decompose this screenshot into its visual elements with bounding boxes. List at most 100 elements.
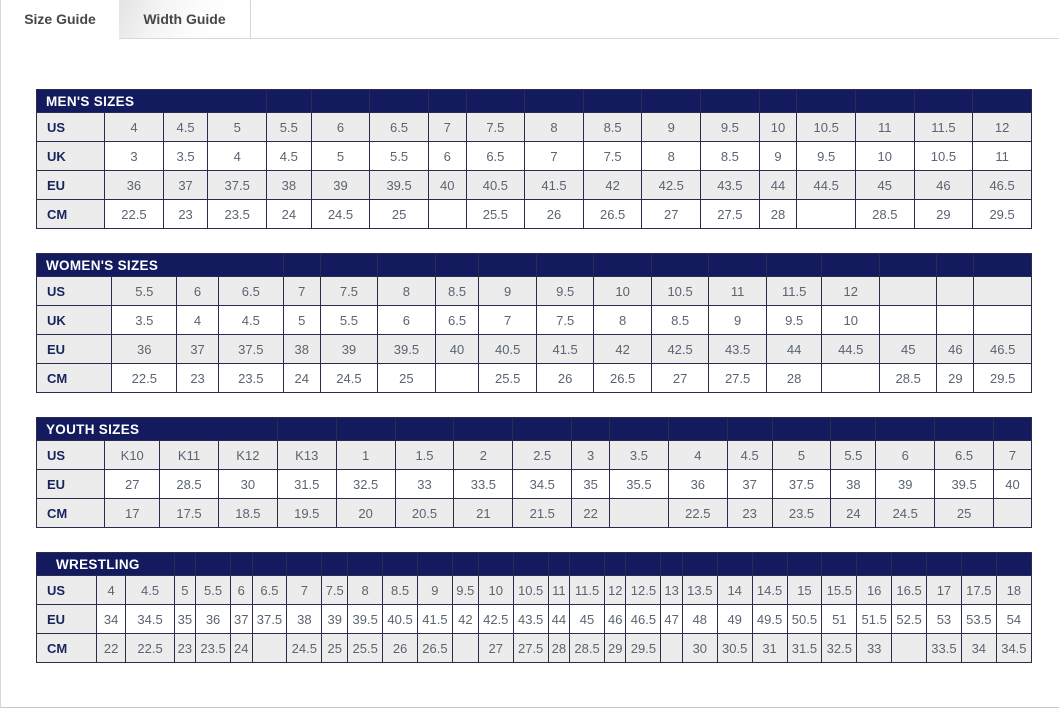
size-value-cell: 3.5 — [162, 141, 209, 171]
size-value-cell: 24.5 — [319, 363, 379, 393]
size-value-cell: K10 — [104, 440, 161, 470]
size-value-cell: 6.5 — [465, 141, 526, 171]
header-spacer-cell — [830, 417, 877, 441]
header-spacer-cell — [993, 417, 1032, 441]
size-value-cell: 46.5 — [973, 334, 1032, 364]
size-value-cell: 52.5 — [891, 604, 927, 634]
size-value-cell: 27.5 — [700, 199, 760, 229]
size-value-cell: 27 — [641, 199, 702, 229]
table-row: CM 22.5 23 23.5 24 24.5 25 25.5 26 26.5 27 27.5 28 28… — [35, 199, 1032, 229]
header-spacer-cell — [478, 253, 537, 277]
size-value-cell: 24 — [282, 363, 321, 393]
size-value-cell: 49 — [716, 604, 753, 634]
size-value-cell: 38 — [830, 469, 877, 499]
header-spacer-cell — [571, 417, 610, 441]
size-value-cell: 12 — [603, 575, 627, 605]
size-value-cell: 51 — [821, 604, 858, 634]
size-value-cell: 7.5 — [535, 305, 595, 335]
size-value-cell: 6 — [875, 440, 936, 470]
size-value-cell: 8 — [641, 141, 702, 171]
size-value-cell: 4.5 — [217, 305, 284, 335]
size-value-cell: 16 — [856, 575, 893, 605]
header-spacer-cell — [650, 253, 710, 277]
header-spacer-cell — [416, 552, 453, 576]
header-spacer-cell — [771, 417, 832, 441]
table-row: US 4 4.5 5 5.5 6 6.5 7 7.5 8 8.5 9 9.5 10 10.5 11 11.5 12 — [35, 112, 1032, 142]
row-label: CM — [35, 498, 106, 528]
size-value-cell: 18 — [995, 575, 1033, 605]
row-label: EU — [35, 334, 113, 364]
size-value-cell — [660, 633, 683, 663]
header-spacer-cell — [582, 89, 643, 113]
size-value-cell: 37.5 — [207, 170, 268, 200]
header-spacer-cell — [593, 253, 652, 277]
size-value-cell: 14 — [716, 575, 753, 605]
row-label: CM — [35, 199, 106, 229]
size-value-cell: 23 — [176, 363, 219, 393]
size-value-cell: 9 — [641, 112, 702, 142]
table-row: CM 22 22.5 23 23.5 24 24.5 25 25.5 26 26.5 27 27.5 28… — [36, 633, 1033, 663]
size-value-cell: 6.5 — [251, 575, 288, 605]
row-label: US — [36, 575, 97, 605]
tab-size-guide[interactable]: Size Guide — [1, 0, 119, 39]
header-spacer-cell — [347, 552, 384, 576]
header-spacer-cell — [276, 417, 337, 441]
size-value-cell: 41.5 — [416, 604, 453, 634]
size-value-cell: 23 — [173, 633, 197, 663]
size-value-cell: 28 — [765, 363, 823, 393]
tab-width-guide[interactable]: Width Guide — [119, 0, 251, 38]
size-value-cell: 46 — [603, 604, 627, 634]
size-value-cell: 9 — [758, 141, 798, 171]
header-spacer-cell — [524, 89, 584, 113]
size-value-cell: 28 — [758, 199, 798, 229]
size-value-cell: 5.5 — [369, 141, 429, 171]
size-value-cell: 29.5 — [625, 633, 662, 663]
size-value-cell: 46.5 — [625, 604, 662, 634]
size-value-cell: 5.5 — [266, 112, 312, 142]
size-value-cell: K11 — [159, 440, 219, 470]
size-value-cell: 9.5 — [796, 141, 856, 171]
size-value-cell: 5 — [282, 305, 321, 335]
size-value-cell: 44 — [547, 604, 571, 634]
header-spacer-cell — [251, 552, 288, 576]
header-spacer-cell — [796, 89, 856, 113]
header-spacer-cell — [547, 552, 571, 576]
size-value-cell: 5.5 — [319, 305, 379, 335]
size-value-cell: 42 — [593, 334, 652, 364]
size-value-cell: 38 — [286, 604, 323, 634]
size-value-cell: 27.5 — [512, 633, 549, 663]
size-value-cell: 31 — [751, 633, 788, 663]
size-value-cell: 9.5 — [451, 575, 479, 605]
size-value-cell: 44 — [758, 170, 798, 200]
size-value-cell: 41.5 — [524, 170, 584, 200]
size-value-cell: 17.5 — [159, 498, 219, 528]
size-value-cell: 37 — [726, 469, 773, 499]
size-value-cell: 21 — [453, 498, 514, 528]
size-value-cell: 2.5 — [512, 440, 573, 470]
size-value-cell: 4.5 — [162, 112, 209, 142]
size-value-cell: 10 — [821, 305, 880, 335]
size-value-cell: 13.5 — [681, 575, 718, 605]
size-value-cell: 47 — [660, 604, 683, 634]
size-value-cell: 8.5 — [700, 141, 760, 171]
size-value-cell: 36 — [195, 604, 231, 634]
table-header-row: WRESTLING — [36, 552, 1033, 576]
size-tables-area: MEN'S SIZES US 4 4.5 5 5.5 6 6.5 7 7.5 8 8.5 9 9.5 10 1… — [1, 39, 1059, 663]
size-value-cell: 11.5 — [913, 112, 974, 142]
header-spacer-cell — [173, 552, 197, 576]
table-title: MEN'S SIZES — [35, 89, 268, 113]
size-value-cell: 29 — [913, 199, 974, 229]
table-row: UK 3 3.5 4 4.5 5 5.5 6 6.5 7 7.5 8 8.5 9 9.5 10 10.5 11 — [35, 141, 1032, 171]
header-spacer-cell — [708, 253, 767, 277]
header-spacer-cell — [603, 552, 627, 576]
womens-sizes-table: WOMEN'S SIZES US 5.5 6 6.5 7 7.5 8 8.5 9 9.5 10 10.5… — [35, 253, 1032, 393]
size-value-cell: 27 — [104, 469, 161, 499]
size-value-cell: 40 — [434, 334, 480, 364]
header-spacer-cell — [878, 253, 938, 277]
size-value-cell: 29.5 — [973, 363, 1032, 393]
size-value-cell: 25 — [321, 633, 349, 663]
size-value-cell: 35 — [571, 469, 610, 499]
size-value-cell: 4 — [207, 141, 268, 171]
size-value-cell: 5 — [173, 575, 197, 605]
size-value-cell: 31.5 — [786, 633, 823, 663]
